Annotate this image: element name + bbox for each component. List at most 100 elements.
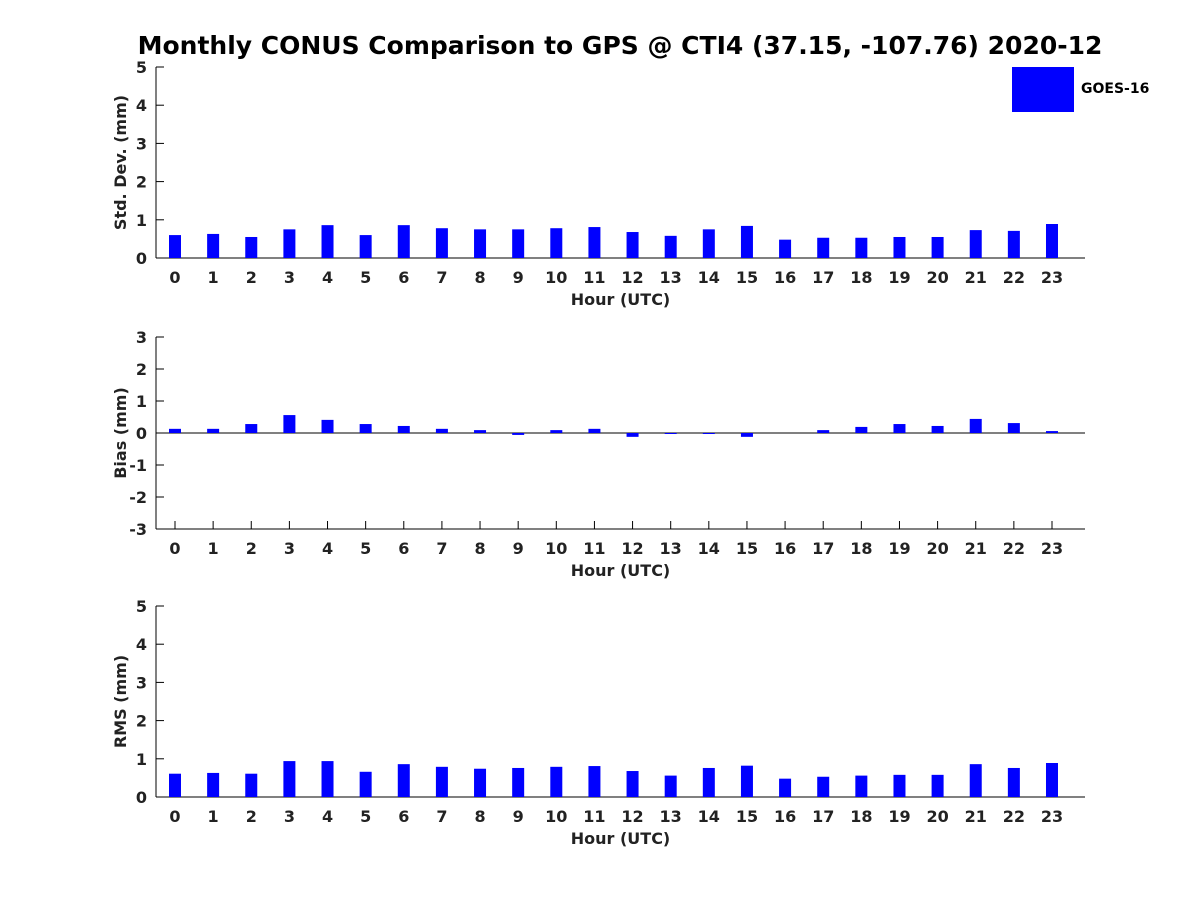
panel-2-x-tick-label: 21: [965, 539, 987, 558]
panel-3-bar: [1045, 763, 1058, 797]
panel-1-bar: [779, 239, 792, 258]
panel-1-bar: [321, 225, 334, 258]
panel-1-x-tick-label: 4: [322, 268, 333, 287]
panel-3-x-tick-label: 21: [965, 807, 987, 826]
panel-2-x-tick-label: 5: [360, 539, 371, 558]
panel-2-bar: [359, 424, 372, 433]
panel-2-bar: [1007, 423, 1020, 433]
panel-3-bar: [931, 774, 944, 797]
panel-2-bar: [817, 430, 830, 433]
panel-3-y-tick-label: 1: [136, 750, 147, 769]
panel-1-x-tick-label: 17: [812, 268, 834, 287]
panel-3-y-tick-label: 3: [136, 673, 147, 692]
panel-2-x-tick-label: 17: [812, 539, 834, 558]
panel-2-bar: [664, 433, 677, 434]
panel-2-bar: [588, 428, 601, 433]
panel-3-bar: [397, 764, 410, 797]
panel-2-y-tick-label: 0: [136, 424, 147, 443]
panel-3-bar: [626, 771, 639, 797]
panel-1-x-tick-label: 19: [888, 268, 910, 287]
panel-3-x-tick-label: 11: [583, 807, 605, 826]
panel-2-y-tick-label: 3: [136, 328, 147, 347]
panel-2-bar: [512, 433, 525, 435]
panel-1-bar: [397, 225, 410, 258]
panel-3-y-label: RMS (mm): [111, 655, 130, 748]
panel-1-x-tick-label: 20: [926, 268, 948, 287]
panel-1-x-tick-label: 0: [169, 268, 180, 287]
panel-1-x-tick-label: 21: [965, 268, 987, 287]
panel-2-bar: [435, 428, 448, 433]
panel-3-x-tick-label: 0: [169, 807, 180, 826]
panel-3-bar: [588, 766, 601, 797]
panel-3-bar: [664, 775, 677, 797]
panel-1-x-tick-label: 9: [513, 268, 524, 287]
panel-1-bar: [169, 235, 181, 258]
panel-3-bar: [855, 775, 868, 797]
panel-2-y-label: Bias (mm): [111, 387, 130, 479]
panel-3-y-tick-label: 4: [136, 635, 147, 654]
panel-1-x-tick-label: 5: [360, 268, 371, 287]
panel-3-x-tick-label: 9: [513, 807, 524, 826]
panel-3-x-tick-label: 18: [850, 807, 872, 826]
panel-2-x-tick-label: 13: [660, 539, 682, 558]
panel-2-x-tick-label: 3: [284, 539, 295, 558]
panel-2-x-tick-label: 10: [545, 539, 567, 558]
panel-2-x-tick-label: 11: [583, 539, 605, 558]
panel-3-bar: [283, 761, 296, 797]
panel-3-x-tick-label: 12: [621, 807, 643, 826]
figure-title: Monthly CONUS Comparison to GPS @ CTI4 (…: [137, 31, 1103, 60]
panel-2-bar: [931, 425, 944, 433]
panel-2-bar: [702, 433, 715, 434]
panel-2-x-tick-label: 15: [736, 539, 758, 558]
panel-2-x-tick-label: 18: [850, 539, 872, 558]
panel-2-x-tick-label: 7: [436, 539, 447, 558]
panel-3-x-tick-label: 10: [545, 807, 567, 826]
panel-1-bar: [359, 235, 372, 258]
panel-1-bar: [550, 228, 563, 258]
panel-3-bar: [435, 766, 448, 797]
panel-1-bar: [588, 227, 601, 258]
panel-2-bar: [740, 433, 753, 437]
panel-3-x-tick-label: 2: [246, 807, 257, 826]
panel-1-bar: [702, 229, 715, 258]
panel-3-bar: [550, 766, 563, 797]
panel-3-x-tick-label: 16: [774, 807, 796, 826]
panel-3-x-tick-label: 13: [660, 807, 682, 826]
panel-3-bar: [740, 765, 753, 797]
panel-3-x-tick-label: 22: [1003, 807, 1025, 826]
panel-2-bar: [245, 424, 258, 433]
panel-3-bar: [817, 776, 830, 797]
panel-1-x-tick-label: 13: [660, 268, 682, 287]
panel-2-x-tick-label: 9: [513, 539, 524, 558]
panel-1-x-tick-label: 12: [621, 268, 643, 287]
panel-2-bar: [207, 428, 220, 433]
panel-3-bar: [207, 772, 220, 797]
panel-2-x-tick-label: 14: [698, 539, 720, 558]
panel-1-bar: [1045, 224, 1058, 258]
legend-swatch: [1012, 67, 1074, 112]
panel-1-y-tick-label: 1: [136, 211, 147, 230]
panel-1-y-tick-label: 0: [136, 249, 147, 268]
panel-1-x-tick-label: 18: [850, 268, 872, 287]
panel-1-bar: [474, 229, 487, 258]
panel-1-bar: [664, 235, 677, 258]
panel-1-bar: [1007, 230, 1020, 258]
panel-2-y-tick-label: 2: [136, 360, 147, 379]
panel-1-bar: [435, 228, 448, 258]
panel-1-bar: [283, 229, 296, 258]
panel-3-x-tick-label: 20: [926, 807, 948, 826]
panel-1-x-tick-label: 11: [583, 268, 605, 287]
panel-1-bar: [512, 229, 525, 258]
panel-3-bar: [702, 767, 715, 797]
legend-label: GOES-16: [1081, 81, 1150, 97]
panel-2-x-tick-label: 19: [888, 539, 910, 558]
panel-3-bar: [321, 761, 334, 797]
panel-1-x-tick-label: 22: [1003, 268, 1025, 287]
panel-3-bar: [474, 768, 487, 797]
panel-1-y-tick-label: 5: [136, 58, 147, 77]
panel-2-y-tick-label: -1: [129, 456, 147, 475]
panel-2-x-tick-label: 22: [1003, 539, 1025, 558]
panel-2-x-tick-label: 20: [926, 539, 948, 558]
